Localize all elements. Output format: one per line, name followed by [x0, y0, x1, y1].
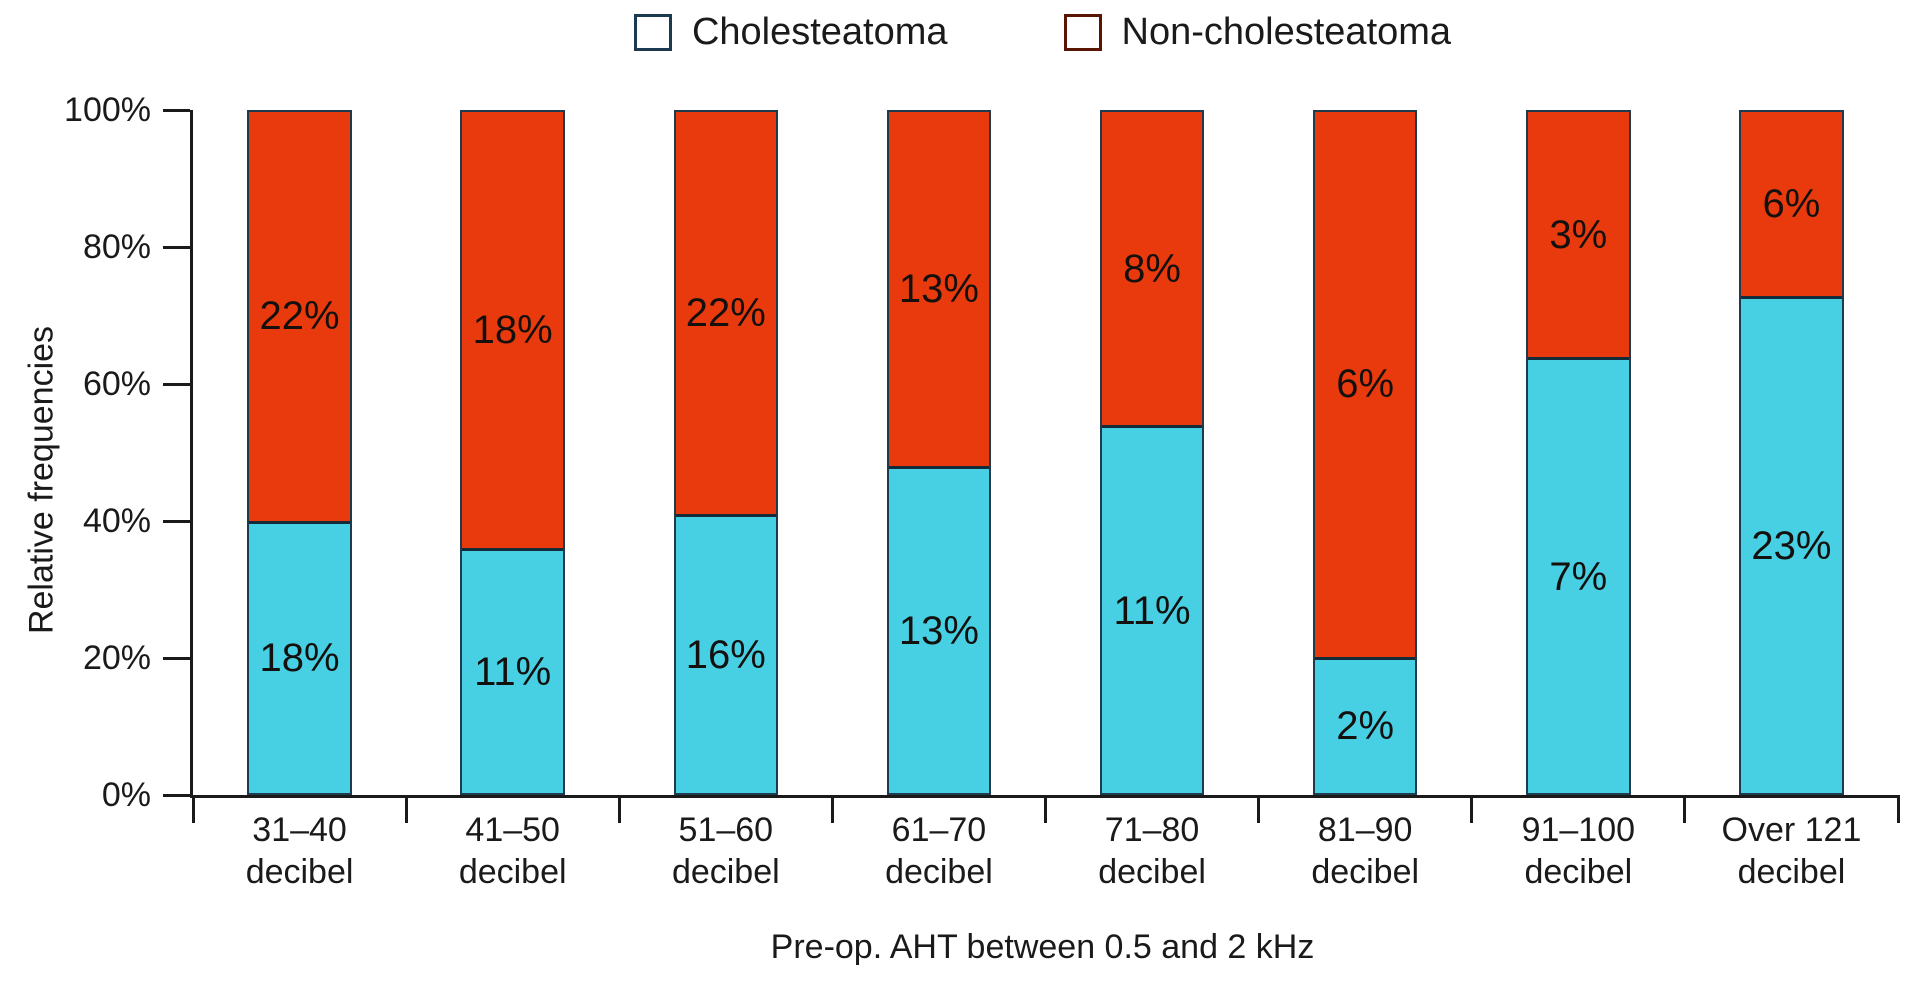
- y-tick-label: 20%: [82, 639, 151, 677]
- segment-non-cholesteatoma: 18%: [462, 112, 563, 548]
- segment-cholesteatoma: 7%: [1528, 357, 1629, 793]
- x-boundary-tick: [617, 795, 621, 823]
- segment-label: 6%: [1336, 362, 1395, 407]
- y-tick-mark: [163, 245, 190, 249]
- bar-41–50: 18% 11%: [460, 110, 565, 795]
- x-boundary-tick: [1257, 795, 1261, 823]
- segment-label: 22%: [259, 294, 340, 339]
- y-tick-label: 100%: [64, 91, 151, 129]
- non-cholesteatoma-swatch-icon: [1063, 13, 1102, 51]
- segment-cholesteatoma: 13%: [888, 466, 990, 793]
- x-category-label: 91–100 decibel: [1521, 811, 1636, 891]
- segment-label: 3%: [1549, 212, 1608, 257]
- x-boundary-tick: [830, 795, 834, 823]
- y-tick-mark: [163, 382, 190, 386]
- y-tick-label: 80%: [82, 228, 151, 266]
- x-category-label: 41–50 decibel: [458, 811, 567, 891]
- plot-area: 0% 20% 40% 60% 80% 100% 22% 18% 31–40 decibel 18% 1…: [64, 93, 1900, 891]
- y-tick-mark: [163, 793, 190, 797]
- segment-cholesteatoma: 11%: [1101, 425, 1203, 793]
- segment-non-cholesteatoma: 6%: [1741, 112, 1842, 296]
- legend-item-cholesteatoma: Cholesteatoma: [633, 11, 948, 53]
- cholesteatoma-swatch-icon: [633, 13, 672, 51]
- bar-81–90: 6% 2%: [1312, 110, 1418, 795]
- y-tick-mark: [163, 519, 190, 523]
- bar-91–100: 3% 7%: [1526, 110, 1631, 795]
- y-tick-label: 60%: [82, 365, 151, 403]
- y-tick-mark: [163, 108, 190, 112]
- x-category-label: 51–60 decibel: [671, 811, 780, 891]
- segment-label: 11%: [1113, 588, 1191, 633]
- x-axis-title: Pre-op. AHT between 0.5 and 2 kHz: [770, 928, 1315, 966]
- segment-cholesteatoma: 2%: [1314, 656, 1416, 793]
- x-boundary-tick: [1683, 795, 1687, 823]
- segment-non-cholesteatoma: 22%: [675, 112, 777, 514]
- legend: Cholesteatoma Non-cholesteatoma: [190, 8, 1895, 56]
- x-category-label: Over 121 decibel: [1721, 811, 1862, 891]
- segment-label: 7%: [1549, 554, 1608, 599]
- segment-non-cholesteatoma: 13%: [888, 112, 990, 467]
- legend-label-cholesteatoma: Cholesteatoma: [691, 11, 948, 53]
- y-axis-title: Relative frequencies: [22, 325, 61, 635]
- x-boundary-tick: [1470, 795, 1474, 823]
- segment-label: 23%: [1751, 523, 1832, 568]
- x-boundary-tick: [1044, 795, 1047, 823]
- x-category-label: 31–40 decibel: [245, 811, 354, 891]
- y-tick-mark: [163, 656, 190, 660]
- x-boundary-tick: [1896, 795, 1900, 823]
- segment-non-cholesteatoma: 8%: [1101, 112, 1203, 426]
- segment-label: 13%: [898, 609, 979, 654]
- y-tick-label: 0%: [101, 776, 151, 814]
- x-boundary-tick: [404, 795, 408, 823]
- x-category-label: 81–90 decibel: [1311, 811, 1420, 891]
- segment-cholesteatoma: 18%: [249, 520, 350, 793]
- y-tick-label: 40%: [82, 502, 151, 540]
- segment-label: 18%: [259, 636, 340, 681]
- segment-non-cholesteatoma: 3%: [1528, 112, 1629, 358]
- segment-label: 16%: [685, 632, 766, 677]
- x-boundary-tick: [191, 795, 195, 823]
- legend-item-non-cholesteatoma: Non-cholesteatoma: [1063, 11, 1452, 53]
- segment-label: 8%: [1123, 246, 1181, 291]
- segment-non-cholesteatoma: 6%: [1314, 112, 1416, 657]
- bar-61–70: 13% 13%: [886, 110, 992, 795]
- segment-label: 22%: [685, 290, 766, 335]
- legend-label-non-cholesteatoma: Non-cholesteatoma: [1121, 11, 1452, 53]
- segment-label: 11%: [474, 649, 552, 694]
- segment-non-cholesteatoma: 22%: [249, 112, 350, 521]
- segment-label: 18%: [472, 307, 553, 352]
- segment-label: 2%: [1336, 704, 1395, 749]
- segment-label: 6%: [1762, 181, 1821, 226]
- bar-71–80: 8% 11%: [1099, 110, 1205, 795]
- segment-label: 13%: [898, 267, 979, 312]
- segment-cholesteatoma: 23%: [1741, 295, 1842, 793]
- segment-cholesteatoma: 16%: [675, 513, 777, 793]
- segment-cholesteatoma: 11%: [462, 547, 563, 793]
- bar-31–40: 22% 18%: [247, 110, 352, 795]
- x-category-label: 71–80 decibel: [1098, 811, 1206, 891]
- bar-Over-121: 6% 23%: [1739, 110, 1844, 795]
- bar-51–60: 22% 16%: [673, 110, 779, 795]
- x-category-label: 61–70 decibel: [885, 811, 993, 891]
